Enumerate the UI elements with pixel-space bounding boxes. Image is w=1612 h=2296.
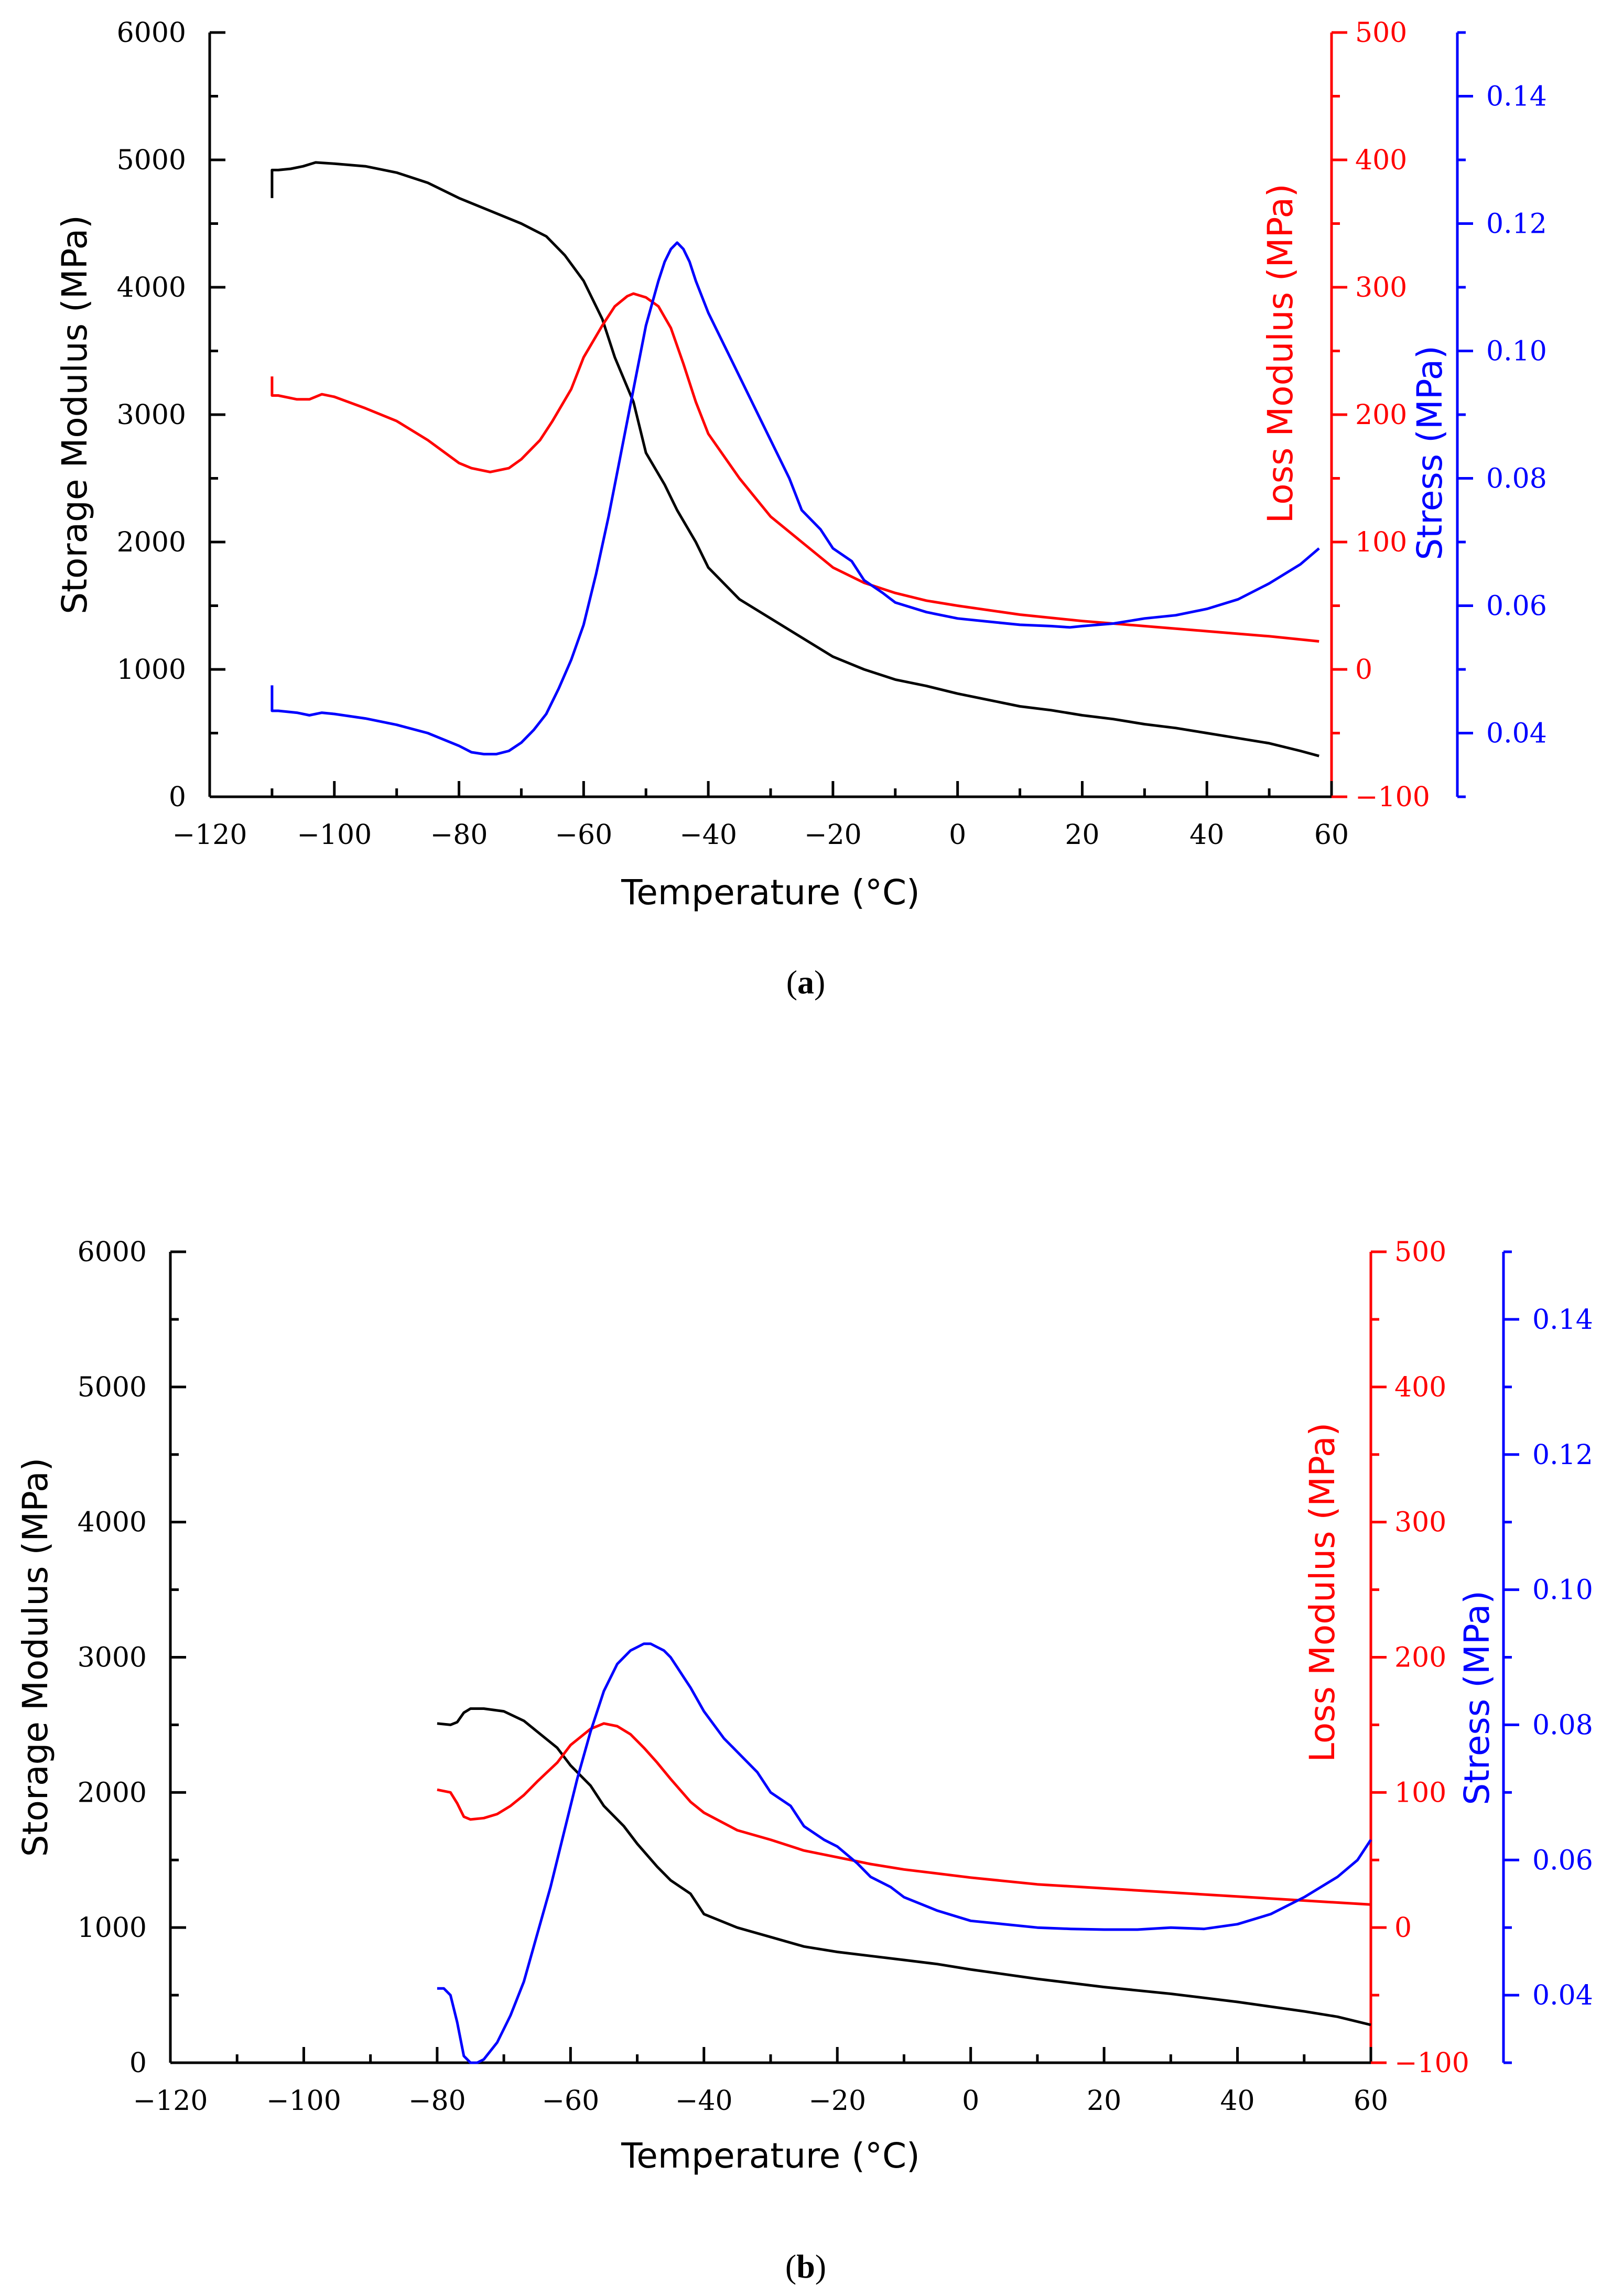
y-loss-tick-label: 100 — [1355, 527, 1407, 558]
y-left-tick-label: 0 — [169, 782, 186, 813]
y-left-tick-label: 6000 — [117, 17, 186, 49]
caption-open-paren: ( — [786, 963, 797, 1001]
storage-modulus-series-line — [271, 161, 1319, 757]
x-axis-title: Temperature (°C) — [621, 2136, 920, 2176]
x-tick-label: 40 — [1189, 819, 1224, 851]
chart-b: −120 −100 −80 −60 −40 −20 0 20 40 600100020003000… — [15, 1237, 1593, 2285]
y-stress-tick-label: 0.04 — [1532, 1980, 1593, 2011]
figure-caption: (b) — [785, 2248, 826, 2285]
y-left-axis-title: Storage Modulus (MPa) — [55, 215, 95, 614]
x-tick-label: 20 — [1087, 2085, 1121, 2117]
x-tick-label: −20 — [808, 2085, 866, 2117]
caption-close-paren: ) — [815, 2248, 826, 2285]
x-tick-label: 0 — [949, 819, 966, 851]
loss-modulus-series-line — [271, 292, 1319, 643]
y-stress-tick-label: 0.06 — [1486, 591, 1547, 622]
y-loss-tick-label: 500 — [1394, 1237, 1446, 1268]
y-loss-tick-label: 100 — [1394, 1777, 1446, 1808]
x-tick-label: −40 — [675, 2085, 733, 2117]
x-tick-label: −120 — [172, 819, 247, 851]
x-tick-label: 40 — [1220, 2085, 1254, 2117]
caption-letter: a — [797, 963, 814, 1001]
x-tick-label: 20 — [1065, 819, 1099, 851]
x-tick-label: −60 — [555, 819, 612, 851]
x-tick-label: 60 — [1354, 2085, 1388, 2117]
figure-caption: (a) — [786, 963, 826, 1001]
y-stress-tick-label: 0.14 — [1486, 81, 1547, 113]
stress-series-line — [437, 1642, 1372, 2064]
chart-a: −120 −100 −80 −60 −40 −20 0 20 40 600100020003000… — [55, 17, 1547, 1001]
y-loss-tick-label: 400 — [1355, 145, 1407, 176]
y-left-tick-label: 5000 — [117, 145, 186, 176]
y-stress-tick-label: 0.10 — [1486, 336, 1547, 367]
x-tick-label: −60 — [542, 2085, 599, 2117]
caption-open-paren: ( — [785, 2248, 796, 2285]
y-stress-tick-label: 0.04 — [1486, 718, 1547, 750]
x-tick-label: −40 — [679, 819, 737, 851]
y-loss-tick-label: −100 — [1355, 782, 1430, 813]
y-loss-tick-label: 400 — [1394, 1372, 1446, 1403]
y-left-axis-title: Storage Modulus (MPa) — [15, 1458, 56, 1857]
x-tick-label: −20 — [804, 819, 862, 851]
y-left-tick-label: 3000 — [78, 1642, 147, 1674]
y-stress-tick-label: 0.08 — [1486, 463, 1547, 495]
y-stress-tick-label: 0.08 — [1532, 1709, 1593, 1741]
x-tick-label: −80 — [430, 819, 488, 851]
y-left-tick-label: 4000 — [78, 1507, 147, 1539]
caption-letter: b — [796, 2248, 815, 2285]
y-loss-axis-title: Loss Modulus (MPa) — [1302, 1423, 1343, 1762]
y-loss-tick-label: 300 — [1355, 272, 1407, 304]
y-stress-axis-title: Stress (MPa) — [1457, 1590, 1497, 1805]
x-tick-label: −80 — [408, 2085, 466, 2117]
x-tick-label: 60 — [1314, 819, 1349, 851]
y-left-tick-label: 1000 — [78, 1912, 147, 1944]
caption-close-paren: ) — [814, 963, 825, 1001]
y-left-tick-label: 3000 — [117, 399, 186, 431]
y-left-tick-label: 6000 — [78, 1237, 147, 1268]
y-loss-tick-label: 0 — [1355, 654, 1372, 686]
y-left-tick-label: 1000 — [117, 654, 186, 686]
y-stress-tick-label: 0.10 — [1532, 1575, 1593, 1606]
y-left-tick-label: 4000 — [117, 272, 186, 304]
y-loss-axis-title: Loss Modulus (MPa) — [1260, 183, 1301, 523]
x-tick-label: −100 — [266, 2085, 341, 2117]
y-stress-tick-label: 0.14 — [1532, 1304, 1593, 1336]
y-stress-tick-label: 0.12 — [1486, 209, 1547, 240]
y-left-tick-label: 0 — [129, 2048, 147, 2079]
y-left-tick-label: 2000 — [117, 527, 186, 558]
storage-modulus-series-line — [437, 1707, 1371, 2027]
x-tick-label: −100 — [297, 819, 372, 851]
x-axis-title: Temperature (°C) — [621, 872, 920, 913]
y-stress-tick-label: 0.12 — [1532, 1439, 1593, 1471]
y-loss-tick-label: 500 — [1355, 17, 1407, 49]
y-stress-tick-label: 0.06 — [1532, 1845, 1593, 1876]
x-tick-label: 0 — [962, 2085, 979, 2117]
loss-modulus-series-line — [437, 1722, 1371, 1906]
y-stress-axis-title: Stress (MPa) — [1410, 345, 1450, 560]
y-left-tick-label: 5000 — [78, 1372, 147, 1403]
y-left-tick-label: 2000 — [78, 1777, 147, 1808]
y-loss-tick-label: 200 — [1394, 1642, 1446, 1674]
y-loss-tick-label: 300 — [1394, 1507, 1446, 1539]
y-loss-tick-label: 200 — [1355, 399, 1407, 431]
y-loss-tick-label: 0 — [1394, 1912, 1412, 1944]
x-tick-label: −120 — [133, 2085, 208, 2117]
y-loss-tick-label: −100 — [1394, 2048, 1469, 2079]
stress-series-line — [271, 241, 1320, 756]
